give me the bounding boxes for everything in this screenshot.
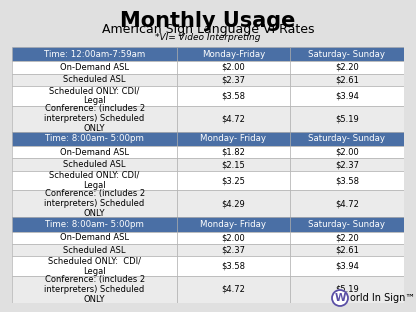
Text: $2.15: $2.15 xyxy=(222,160,245,169)
Bar xyxy=(290,86,404,105)
Bar xyxy=(12,171,177,190)
Text: $2.61: $2.61 xyxy=(335,246,359,255)
Bar xyxy=(177,74,290,86)
Bar xyxy=(177,47,290,61)
Bar xyxy=(12,190,177,217)
Bar xyxy=(12,146,177,158)
Text: $3.58: $3.58 xyxy=(221,261,245,271)
Bar xyxy=(290,276,404,303)
Text: $2.00: $2.00 xyxy=(222,63,245,72)
Text: $2.61: $2.61 xyxy=(335,75,359,84)
Bar xyxy=(12,105,177,132)
Text: W: W xyxy=(334,293,346,303)
Text: Conference: (includes 2
interpreters) Scheduled
ONLY: Conference: (includes 2 interpreters) Sc… xyxy=(45,189,145,218)
Text: Saturday- Sunday: Saturday- Sunday xyxy=(308,50,385,59)
Text: Time: 8:00am- 5:00pm: Time: 8:00am- 5:00pm xyxy=(45,220,144,229)
Bar xyxy=(290,105,404,132)
Text: Scheduled ASL: Scheduled ASL xyxy=(63,75,126,84)
Circle shape xyxy=(332,290,348,306)
Text: $3.94: $3.94 xyxy=(335,261,359,271)
Bar xyxy=(290,256,404,276)
Text: On-Demand ASL: On-Demand ASL xyxy=(60,63,129,72)
Bar xyxy=(12,74,177,86)
Bar xyxy=(177,132,290,146)
Text: Conference: (includes 2
interpreters) Scheduled
ONLY: Conference: (includes 2 interpreters) Sc… xyxy=(45,104,145,133)
Text: $5.19: $5.19 xyxy=(335,285,359,294)
Bar xyxy=(12,244,177,256)
Bar xyxy=(177,86,290,105)
Bar xyxy=(177,256,290,276)
Text: $4.72: $4.72 xyxy=(221,285,245,294)
Bar xyxy=(290,146,404,158)
Bar xyxy=(177,276,290,303)
Text: $2.20: $2.20 xyxy=(335,233,359,242)
Text: On-Demand ASL: On-Demand ASL xyxy=(60,233,129,242)
Bar xyxy=(290,47,404,61)
Bar xyxy=(290,244,404,256)
Bar xyxy=(12,158,177,171)
Bar xyxy=(12,86,177,105)
Text: On-Demand ASL: On-Demand ASL xyxy=(60,148,129,157)
Text: Scheduled ONLY:  CDI/
Legal: Scheduled ONLY: CDI/ Legal xyxy=(48,256,141,275)
Text: $2.00: $2.00 xyxy=(335,148,359,157)
Bar xyxy=(177,171,290,190)
Bar xyxy=(290,232,404,244)
Text: Monday- Friday: Monday- Friday xyxy=(201,134,266,143)
Text: $1.82: $1.82 xyxy=(221,148,245,157)
Text: *VI= Video Interpreting: *VI= Video Interpreting xyxy=(155,33,261,42)
Text: Monday-Friday: Monday-Friday xyxy=(202,50,265,59)
Bar xyxy=(177,105,290,132)
Bar xyxy=(12,217,177,232)
Text: Conference: (includes 2
interpreters) Scheduled
ONLY: Conference: (includes 2 interpreters) Sc… xyxy=(45,275,145,304)
Bar xyxy=(177,61,290,74)
Text: $3.58: $3.58 xyxy=(221,91,245,100)
Bar xyxy=(177,190,290,217)
Bar xyxy=(12,276,177,303)
Text: $3.25: $3.25 xyxy=(221,176,245,185)
Text: $2.37: $2.37 xyxy=(221,75,245,84)
Text: $4.72: $4.72 xyxy=(221,114,245,123)
Bar xyxy=(177,146,290,158)
Text: American Sign Language VI Rates: American Sign Language VI Rates xyxy=(102,23,314,37)
Bar xyxy=(290,158,404,171)
Text: $3.94: $3.94 xyxy=(335,91,359,100)
Text: Saturday- Sunday: Saturday- Sunday xyxy=(308,134,385,143)
Text: Time: 8:00am- 5:00pm: Time: 8:00am- 5:00pm xyxy=(45,134,144,143)
Bar xyxy=(290,217,404,232)
Text: $2.37: $2.37 xyxy=(221,246,245,255)
Text: Monday- Friday: Monday- Friday xyxy=(201,220,266,229)
Text: Scheduled ASL: Scheduled ASL xyxy=(63,246,126,255)
Text: Scheduled ONLY: CDI/
Legal: Scheduled ONLY: CDI/ Legal xyxy=(50,86,140,105)
Text: $5.19: $5.19 xyxy=(335,114,359,123)
Bar xyxy=(12,47,177,61)
Bar xyxy=(12,256,177,276)
Bar xyxy=(177,244,290,256)
Text: $2.20: $2.20 xyxy=(335,63,359,72)
Text: Saturday- Sunday: Saturday- Sunday xyxy=(308,220,385,229)
Text: $4.29: $4.29 xyxy=(222,199,245,208)
Bar xyxy=(290,74,404,86)
Text: Scheduled ONLY: CDI/
Legal: Scheduled ONLY: CDI/ Legal xyxy=(50,171,140,190)
Bar xyxy=(290,132,404,146)
Bar xyxy=(177,232,290,244)
Bar xyxy=(12,232,177,244)
Text: $4.72: $4.72 xyxy=(335,199,359,208)
Text: $3.58: $3.58 xyxy=(335,176,359,185)
Text: $2.00: $2.00 xyxy=(222,233,245,242)
Bar xyxy=(177,217,290,232)
Bar xyxy=(290,190,404,217)
Text: Scheduled ASL: Scheduled ASL xyxy=(63,160,126,169)
Bar xyxy=(290,171,404,190)
Bar xyxy=(12,132,177,146)
Text: $2.37: $2.37 xyxy=(335,160,359,169)
Text: Time: 12:00am-7:59am: Time: 12:00am-7:59am xyxy=(44,50,145,59)
Bar xyxy=(12,61,177,74)
Text: orld In Sign™: orld In Sign™ xyxy=(349,293,415,303)
Bar xyxy=(177,158,290,171)
Text: Monthly Usage: Monthly Usage xyxy=(120,11,296,31)
Bar xyxy=(290,61,404,74)
